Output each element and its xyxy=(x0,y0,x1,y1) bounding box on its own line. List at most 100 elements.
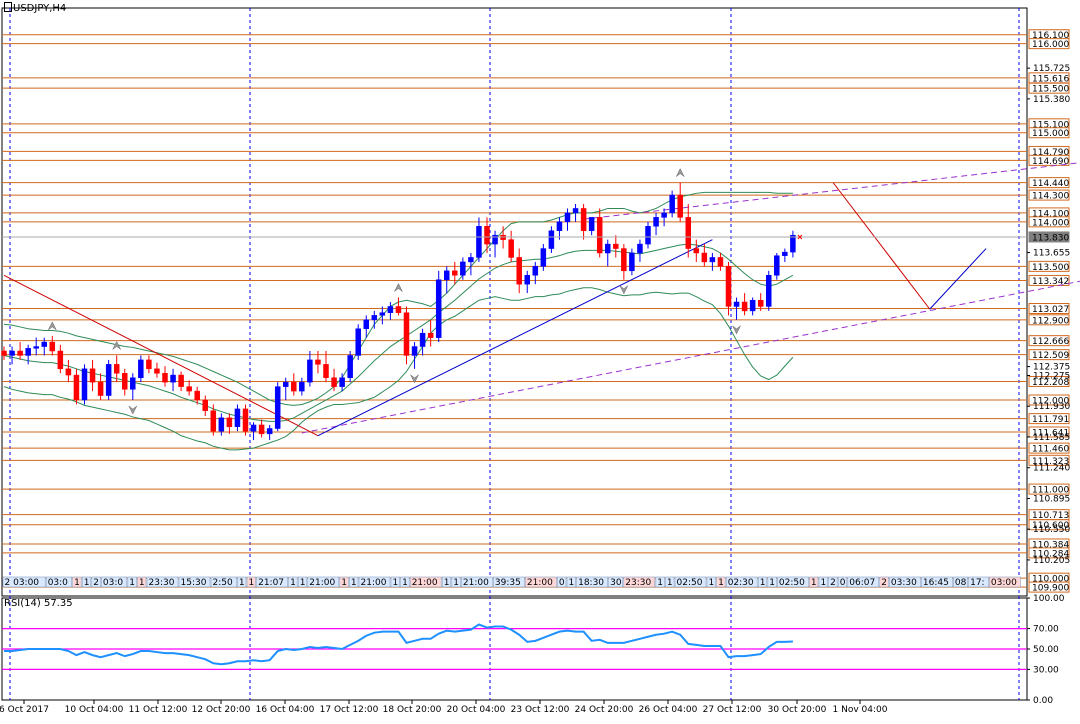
candle-body xyxy=(170,374,176,383)
level-label-box xyxy=(1028,177,1070,189)
fractal-arrow-icon xyxy=(48,321,57,331)
session-label-box xyxy=(953,576,968,588)
session-label: 21:00 xyxy=(463,578,489,588)
level-label: 112.900 xyxy=(1032,316,1069,326)
session-label-box xyxy=(879,576,889,588)
candle-body xyxy=(677,194,683,218)
session-label: 1 xyxy=(300,578,306,588)
level-label: 114.300 xyxy=(1032,192,1069,202)
time-tick-label: 16 Oct 04:00 xyxy=(256,705,315,715)
fractal-arrow-icon xyxy=(619,285,629,295)
session-label-box xyxy=(210,576,237,588)
level-label: 114.440 xyxy=(1032,179,1069,189)
session-label-box xyxy=(288,576,298,588)
candle-body xyxy=(138,359,144,378)
level-label-box xyxy=(1028,189,1070,201)
session-label: 1 xyxy=(709,578,715,588)
candle-body xyxy=(556,221,563,231)
trend-line xyxy=(583,162,1080,220)
session-label-box xyxy=(525,576,557,588)
level-label-box xyxy=(1028,413,1070,425)
rsi-tick-label: 100.00 xyxy=(1033,594,1065,604)
session-label: 03:30 xyxy=(891,578,917,588)
candle-body xyxy=(580,208,587,231)
candle-body xyxy=(572,208,579,214)
candle-body xyxy=(524,275,530,285)
session-label: 23:30 xyxy=(625,578,651,588)
candle-body xyxy=(347,355,353,378)
candle-body xyxy=(105,364,112,396)
bollinger-band-line xyxy=(3,287,794,451)
session-label: 02:50 xyxy=(677,578,703,588)
bollinger-band-line xyxy=(3,243,794,422)
session-label-box xyxy=(989,576,1021,588)
session-label: 1 xyxy=(129,578,135,588)
session-label: 1 xyxy=(402,578,408,588)
candle-body xyxy=(291,381,297,392)
session-label: 1 xyxy=(667,578,673,588)
candle-body xyxy=(379,312,386,316)
session-label: 2 xyxy=(881,578,887,588)
level-label: 115.000 xyxy=(1032,129,1069,139)
session-label: 08 xyxy=(955,578,967,588)
candle-body xyxy=(766,275,772,307)
candle-body xyxy=(242,408,249,432)
candle-body xyxy=(508,239,514,258)
price-tick-label: 112.275 xyxy=(1033,372,1070,382)
session-label: 15:30 xyxy=(181,578,207,588)
level-label: 115.500 xyxy=(1032,85,1069,95)
candle-body xyxy=(532,266,539,276)
time-tick-label: 10 Oct 04:00 xyxy=(65,705,124,715)
level-label: 111.460 xyxy=(1032,445,1069,455)
session-label: 39:35 xyxy=(495,578,521,588)
price-tick-label: 110.205 xyxy=(1033,556,1070,566)
candle-body xyxy=(57,350,64,370)
last-tick-marker-icon xyxy=(797,234,803,240)
session-label: 03:00 xyxy=(991,578,1017,588)
session-label: 1 xyxy=(84,578,90,588)
time-tick-label: 27 Oct 12:00 xyxy=(703,705,762,715)
candle-body xyxy=(331,377,337,387)
session-label-box xyxy=(390,576,400,588)
candle-body xyxy=(427,332,434,338)
session-label-box xyxy=(818,576,828,588)
candle-body xyxy=(89,368,96,383)
level-label: 111.641 xyxy=(1032,428,1069,438)
session-label: 21:07 xyxy=(258,578,284,588)
level-label: 114.100 xyxy=(1032,209,1069,219)
price-tick-label: 115.380 xyxy=(1033,95,1070,105)
candle-body xyxy=(411,346,418,356)
candle-body xyxy=(605,243,611,254)
session-label: 23:30 xyxy=(149,578,175,588)
candle-body xyxy=(355,328,361,356)
price-tick-label: 112.375 xyxy=(1033,363,1070,373)
time-tick-label: 1 Nov 04:00 xyxy=(833,705,888,715)
level-label-box xyxy=(1028,335,1070,347)
time-tick-label: 6 Oct 2017 xyxy=(0,705,49,715)
session-label-box xyxy=(91,576,101,588)
price-tick-label: 110.550 xyxy=(1033,525,1070,535)
candle-body xyxy=(218,417,225,432)
rsi-tick-label: 0.00 xyxy=(1033,696,1053,706)
session-label-box xyxy=(349,576,359,588)
candle-body xyxy=(97,381,104,396)
candle-body xyxy=(9,350,15,356)
candle-body xyxy=(178,374,184,387)
time-tick-label: 24 Oct 20:00 xyxy=(575,705,634,715)
session-label-box xyxy=(608,576,624,588)
candle-body xyxy=(1,350,7,356)
candle-body xyxy=(33,346,39,349)
session-label: 30 xyxy=(610,578,622,588)
candle-body xyxy=(339,377,345,387)
trend-line xyxy=(929,248,987,310)
session-label-box xyxy=(146,576,179,588)
session-label-box xyxy=(767,576,777,588)
level-label: 110.384 xyxy=(1032,540,1069,550)
session-label: 1 xyxy=(811,578,817,588)
fractal-arrow-icon xyxy=(410,374,419,384)
session-label: 1 xyxy=(393,578,399,588)
session-label: 2 03:00 xyxy=(5,578,40,588)
session-label: 21:00 xyxy=(361,578,387,588)
level-label: 110.600 xyxy=(1032,521,1069,531)
